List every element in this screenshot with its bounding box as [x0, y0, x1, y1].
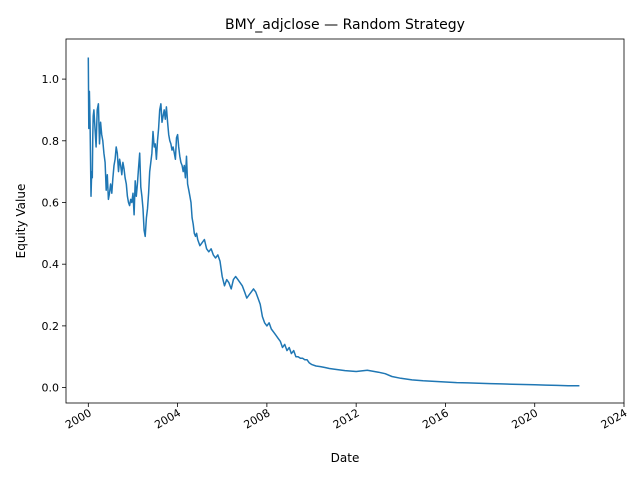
- y-tick-label: 1.0: [42, 73, 60, 86]
- y-tick-label: 0.4: [42, 258, 60, 271]
- axes-frame: [65, 38, 625, 404]
- y-tick-label: 0.6: [42, 196, 60, 209]
- y-tick-label: 0.0: [42, 382, 60, 395]
- y-axis-label: Equity Value: [14, 184, 28, 259]
- chart-title: BMY_adjclose — Random Strategy: [225, 17, 465, 33]
- plot-area: [87, 57, 580, 387]
- y-axis: 0.0 0.2 0.4 0.6 0.8 1.0: [42, 73, 66, 395]
- x-axis-label: Date: [331, 451, 360, 465]
- y-tick-label: 0.2: [42, 320, 60, 333]
- y-tick-label: 0.8: [42, 135, 60, 148]
- series-line-equity: [87, 57, 580, 387]
